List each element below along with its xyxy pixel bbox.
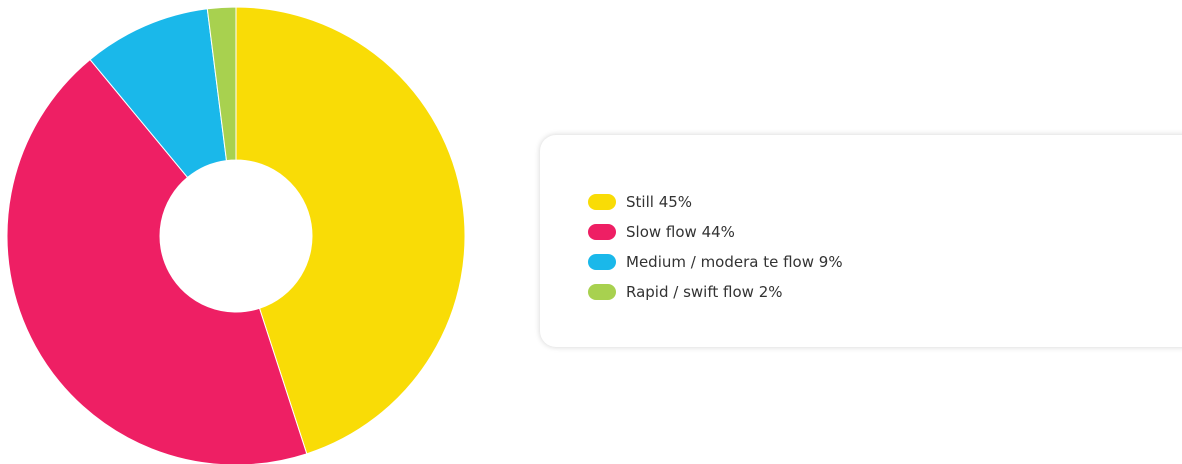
legend-swatch: [588, 254, 616, 270]
legend-value: 44%: [701, 223, 735, 241]
legend-value: 9%: [818, 253, 843, 271]
legend-item: Still 45%: [588, 187, 1182, 217]
legend-label: Slow flow: [626, 223, 697, 241]
legend-label: Medium / modera te flow: [626, 253, 815, 271]
legend-item: Slow flow 44%: [588, 217, 1182, 247]
legend-label: Rapid / swift flow: [626, 283, 754, 301]
legend-swatch: [588, 284, 616, 300]
legend-swatch: [588, 194, 616, 210]
legend-swatch: [588, 224, 616, 240]
legend: Still 45% Slow flow 44% Medium / modera te…: [540, 135, 1182, 347]
legend-label: Still: [626, 193, 654, 211]
slice: [89, 8, 228, 179]
slice: [235, 6, 466, 455]
slice: [206, 6, 237, 162]
legend-value: 45%: [658, 193, 693, 211]
donut-chart: [6, 6, 466, 464]
legend-item: Medium / modera te flow 9%: [588, 247, 1182, 277]
legend-item: Rapid / swift flow 2%: [588, 277, 1182, 307]
slice: [6, 58, 308, 464]
legend-value: 2%: [758, 283, 783, 301]
